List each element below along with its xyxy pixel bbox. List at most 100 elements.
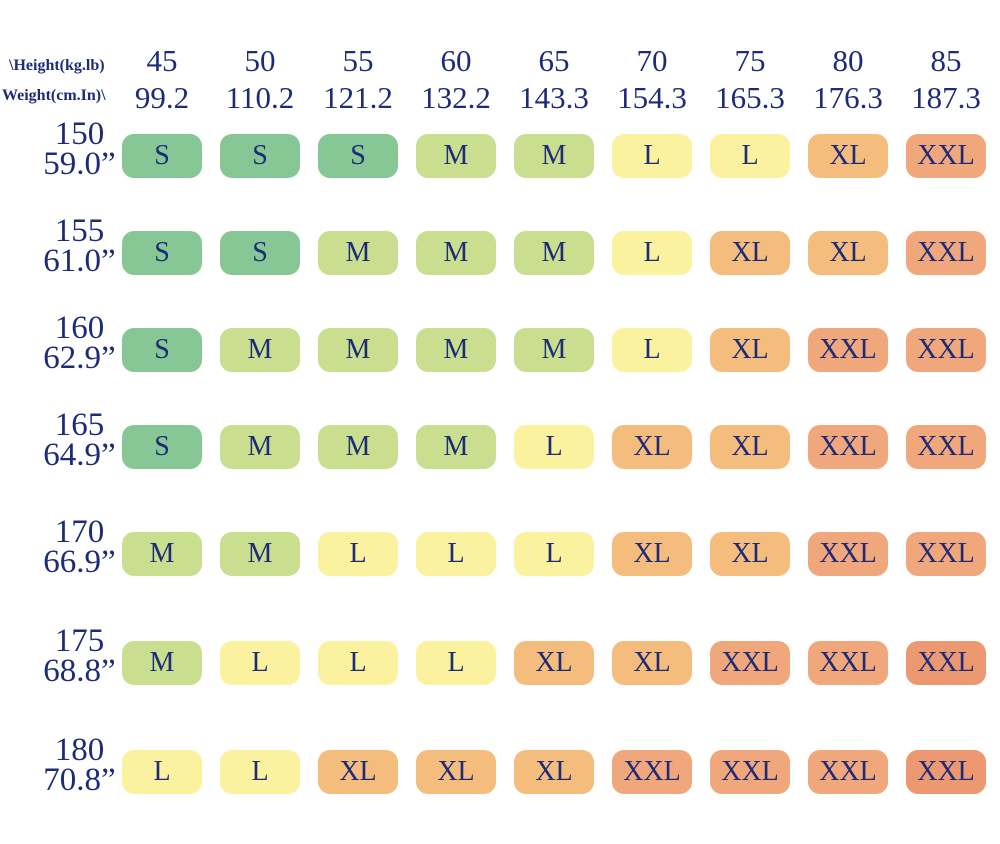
size-pill: L <box>318 532 398 576</box>
size-cell: XXL <box>603 750 701 794</box>
size-cell: L <box>701 134 799 178</box>
size-pill: M <box>514 134 594 178</box>
size-pill: XXL <box>710 641 790 685</box>
size-pill: M <box>318 231 398 275</box>
size-pill: L <box>318 641 398 685</box>
weight-axis-label: Weight(cm.In)\ <box>2 87 106 104</box>
size-pill: M <box>220 425 300 469</box>
size-cell: S <box>309 134 407 178</box>
size-pill: L <box>122 750 202 794</box>
size-cell: XL <box>603 532 701 576</box>
size-cell: XXL <box>897 532 995 576</box>
size-pill: M <box>514 328 594 372</box>
weight-lb-value: 165.3 <box>715 80 785 115</box>
size-pill: S <box>122 328 202 372</box>
size-pill: M <box>122 532 202 576</box>
size-cell: XXL <box>897 641 995 685</box>
size-cell: M <box>309 231 407 275</box>
size-cell: M <box>407 134 505 178</box>
size-pill: XXL <box>808 532 888 576</box>
height-inch-value: 62.9” <box>43 340 116 376</box>
table-row: 170 66.9” M M L L L XL XL XXL XXL <box>2 516 1000 579</box>
size-cell: XL <box>701 425 799 469</box>
size-pill: XL <box>710 231 790 275</box>
size-cell: M <box>211 425 309 469</box>
size-pill: XXL <box>906 328 986 372</box>
weight-column-header: 50 110.2 <box>211 42 309 116</box>
size-pill: M <box>416 134 496 178</box>
height-cm-value: 170 <box>54 514 105 550</box>
weight-kg-value: 75 <box>734 43 766 78</box>
weight-kg-value: 85 <box>930 43 962 78</box>
size-cell: S <box>113 134 211 178</box>
weight-kg-value: 80 <box>832 43 864 78</box>
size-cell: S <box>113 328 211 372</box>
size-pill: XXL <box>808 641 888 685</box>
size-cell: L <box>603 328 701 372</box>
size-grid-rows: 150 59.0” S S S M M L L XL XXL 155 61.0” S S M M M L XL XL XX… <box>2 118 1000 797</box>
size-cell: L <box>309 641 407 685</box>
weight-column-header: 65 143.3 <box>505 42 603 116</box>
height-inch-value: 61.0” <box>43 243 116 279</box>
row-label: 160 62.9” <box>24 312 135 376</box>
weight-column-header: 75 165.3 <box>701 42 799 116</box>
table-row: 175 68.8” M L L L XL XL XXL XXL XXL <box>2 625 1000 688</box>
size-cell: XXL <box>897 750 995 794</box>
size-cell: XXL <box>799 641 897 685</box>
weight-column-header: 85 187.3 <box>897 42 995 116</box>
size-cell: L <box>113 750 211 794</box>
size-cell: S <box>113 231 211 275</box>
size-cell: XXL <box>897 425 995 469</box>
size-pill: XXL <box>906 750 986 794</box>
size-pill: XL <box>612 532 692 576</box>
weight-lb-value: 154.3 <box>617 80 687 115</box>
height-inch-value: 59.0” <box>43 146 116 182</box>
size-pill: XXL <box>808 425 888 469</box>
size-cell: L <box>309 532 407 576</box>
size-pill: M <box>416 231 496 275</box>
size-pill: XL <box>416 750 496 794</box>
size-cell: S <box>211 231 309 275</box>
height-cm-value: 165 <box>54 407 105 443</box>
size-cell: XL <box>701 328 799 372</box>
size-cell: L <box>407 641 505 685</box>
height-cm-value: 180 <box>54 732 105 768</box>
size-pill: L <box>514 425 594 469</box>
size-pill: XXL <box>808 750 888 794</box>
size-cell: XL <box>505 750 603 794</box>
height-inch-value: 68.8” <box>43 653 116 689</box>
height-cm-value: 155 <box>54 213 105 249</box>
size-cell: XL <box>701 231 799 275</box>
height-axis-label: \Height(kg.lb) <box>9 57 105 74</box>
size-cell: L <box>505 425 603 469</box>
size-pill: XL <box>612 425 692 469</box>
size-pill: XXL <box>808 328 888 372</box>
size-pill: L <box>416 532 496 576</box>
height-cm-value: 175 <box>54 623 105 659</box>
size-pill: M <box>514 231 594 275</box>
size-pill: XXL <box>906 641 986 685</box>
size-cell: XXL <box>897 328 995 372</box>
size-cell: XXL <box>897 134 995 178</box>
size-cell: S <box>113 425 211 469</box>
size-pill: L <box>612 134 692 178</box>
size-pill: S <box>220 134 300 178</box>
size-cell: XXL <box>799 532 897 576</box>
size-cell: XL <box>407 750 505 794</box>
size-chart: \Height(kg.lb) Weight(cm.In)\ 45 99.2 50 11… <box>2 42 1000 797</box>
size-cell: M <box>407 425 505 469</box>
height-inch-value: 66.9” <box>43 544 116 580</box>
weight-column-header: 60 132.2 <box>407 42 505 116</box>
size-pill: L <box>220 641 300 685</box>
size-pill: L <box>612 231 692 275</box>
table-row: 165 64.9” S M M M L XL XL XXL XXL <box>2 409 1000 472</box>
height-inch-value: 64.9” <box>43 437 116 473</box>
weight-lb-value: 176.3 <box>813 80 883 115</box>
row-label: 170 66.9” <box>24 514 135 580</box>
size-pill: XL <box>612 641 692 685</box>
row-label: 165 64.9” <box>24 407 135 473</box>
size-cell: M <box>309 425 407 469</box>
size-pill: L <box>710 134 790 178</box>
size-cell: M <box>505 134 603 178</box>
size-cell: M <box>407 231 505 275</box>
